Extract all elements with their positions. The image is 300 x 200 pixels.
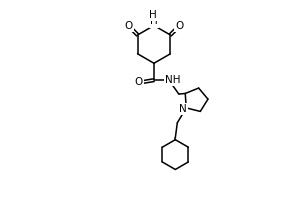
Text: O: O — [124, 21, 133, 31]
Text: O: O — [175, 21, 184, 31]
Text: O: O — [134, 77, 142, 87]
Text: NH: NH — [166, 75, 181, 85]
Text: H: H — [149, 10, 157, 20]
Text: H: H — [150, 16, 158, 26]
Text: N: N — [179, 104, 187, 114]
